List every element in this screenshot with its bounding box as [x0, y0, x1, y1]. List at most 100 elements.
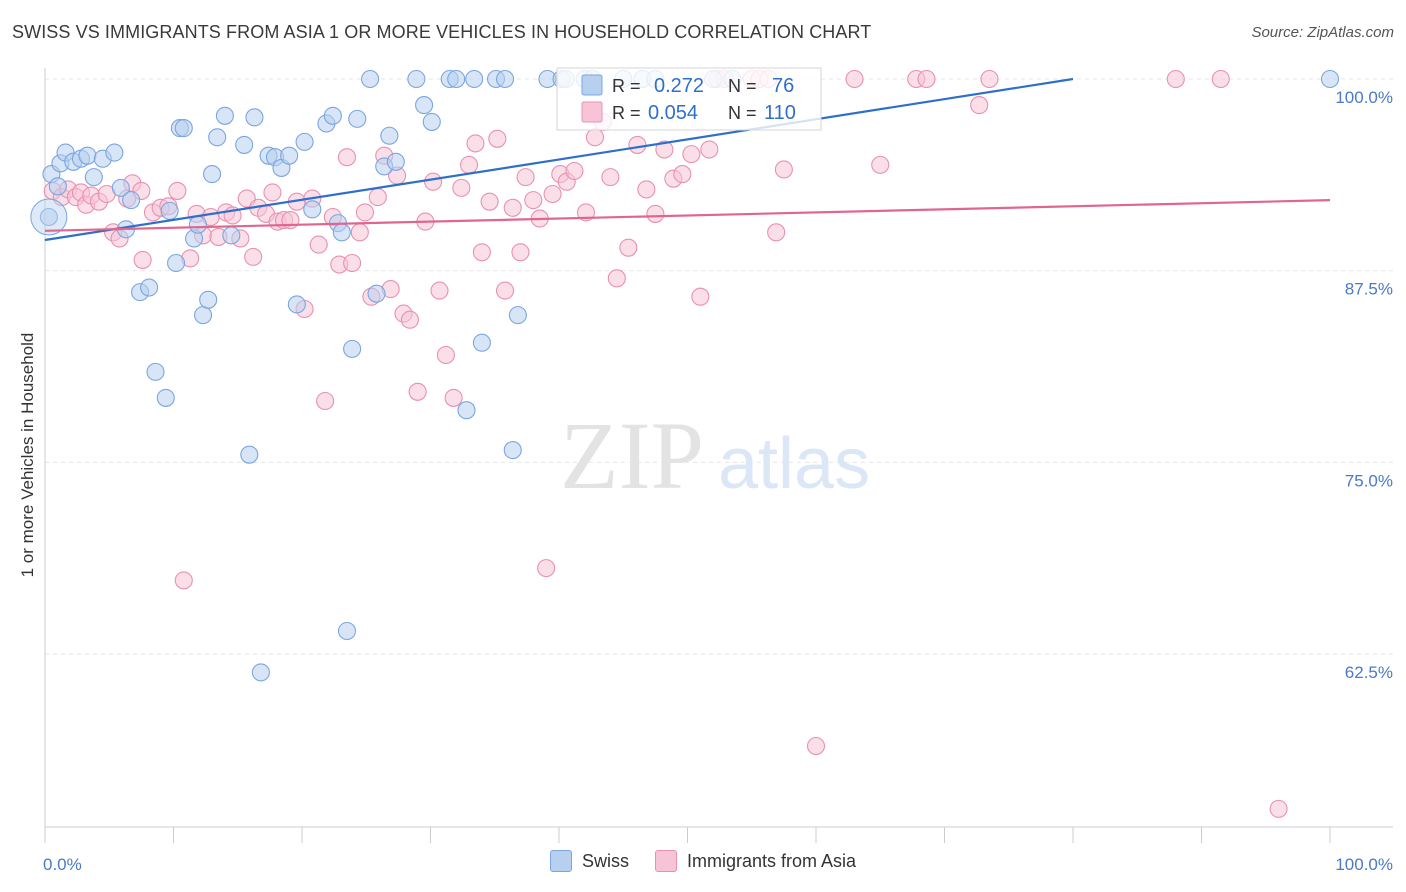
legend-label-immigrants-from-asia: Immigrants from Asia — [686, 850, 857, 871]
legend-n-value-swiss: 76 — [772, 75, 794, 97]
swiss-point — [174, 119, 193, 138]
swiss-point — [287, 295, 306, 314]
swiss-point — [245, 108, 264, 127]
swiss-point — [361, 69, 380, 89]
asia-point — [871, 155, 890, 174]
swiss-point — [386, 152, 405, 171]
legend-r-label-swiss: R = — [612, 76, 641, 96]
axes — [44, 68, 1393, 843]
asia-point — [316, 391, 335, 411]
y-tick-labels: 62.5% 75.0% 87.5% 100.0% — [1335, 88, 1393, 682]
x-tick-label: 0.0% — [43, 855, 82, 874]
swiss-point — [235, 135, 254, 154]
legend-n-label-asia: N = — [728, 103, 757, 123]
series-immigrants-from-asia — [43, 69, 1288, 818]
asia-point — [576, 203, 596, 222]
swiss-point — [160, 201, 179, 220]
asia-point — [1166, 69, 1185, 89]
asia-point — [244, 247, 263, 266]
legend-swatch-asia — [581, 101, 603, 123]
asia-point — [565, 161, 584, 181]
legend-swatch — [654, 850, 677, 872]
asia-point — [309, 235, 328, 254]
swiss-point — [111, 178, 130, 197]
asia-point — [168, 181, 187, 200]
asia-point — [682, 145, 701, 164]
asia-point — [774, 160, 793, 179]
swiss-point — [323, 106, 342, 125]
asia-point — [400, 310, 419, 329]
asia-point — [700, 140, 719, 159]
swiss-point — [295, 132, 314, 151]
x-tick-labels: 0.0% 100.0% — [43, 855, 1393, 874]
asia-point — [444, 388, 463, 407]
asia-point — [337, 148, 357, 167]
legend-swatch — [549, 850, 572, 872]
swiss-point — [343, 339, 362, 358]
asia-point — [691, 287, 710, 306]
swiss-point — [78, 146, 97, 165]
grid-lines — [45, 78, 1393, 655]
legend-r-label-asia: R = — [612, 103, 641, 123]
swiss-point — [105, 143, 124, 162]
swiss-point — [215, 106, 234, 125]
swiss-point — [503, 441, 522, 460]
swiss-point — [380, 126, 399, 145]
trend-lines — [44, 77, 1331, 242]
asia-point — [970, 96, 989, 115]
swiss-point — [332, 223, 351, 242]
asia-point — [628, 135, 647, 154]
asia-point — [368, 188, 387, 207]
swiss-point — [348, 109, 367, 128]
swiss-point — [1320, 69, 1340, 89]
legend-swatch-swiss — [581, 74, 603, 96]
y-tick-label: 100.0% — [1335, 88, 1393, 107]
x-tick-label: 100.0% — [1335, 855, 1393, 874]
legend-label-swiss: Swiss — [581, 850, 629, 871]
swiss-point — [251, 663, 270, 682]
swiss-point — [146, 362, 165, 381]
swiss-point — [457, 401, 476, 420]
asia-point — [355, 203, 375, 222]
swiss-point — [407, 69, 426, 89]
swiss-point — [222, 226, 241, 245]
asia-point — [263, 183, 282, 202]
swiss-point — [303, 200, 322, 219]
swiss-point — [495, 69, 515, 89]
asia-point — [350, 223, 369, 242]
y-tick-label: 62.5% — [1345, 663, 1393, 682]
swiss-point — [337, 621, 357, 641]
asia-point — [767, 223, 786, 242]
asia-point — [495, 281, 515, 300]
swiss-point — [30, 198, 68, 236]
asia-point — [1211, 69, 1230, 89]
asia-point — [466, 134, 485, 153]
asia-point — [980, 69, 999, 89]
asia-point — [408, 382, 427, 401]
swiss-point — [203, 165, 222, 184]
asia-point — [472, 243, 491, 262]
swiss-point — [39, 207, 58, 227]
watermark-atlas: atlas — [718, 424, 870, 504]
swiss-point — [465, 69, 484, 89]
swiss-point — [122, 191, 141, 210]
asia-point — [655, 140, 674, 159]
asia-point — [524, 191, 543, 210]
legend-n-label-swiss: N = — [728, 76, 757, 96]
stats-legend: R = 0.272 N = 76 R = 0.054 N = 110 — [556, 67, 822, 131]
legend-r-value-swiss: 0.272 — [654, 75, 704, 97]
chart-title: SWISS VS IMMIGRANTS FROM ASIA 1 OR MORE … — [12, 22, 872, 42]
swiss-point — [156, 388, 175, 407]
asia-point — [543, 184, 562, 204]
swiss-point — [472, 333, 491, 352]
swiss-point — [208, 128, 227, 147]
swiss-point — [367, 284, 386, 303]
asia-point — [511, 243, 530, 262]
asia-point — [619, 238, 638, 257]
asia-point — [637, 180, 656, 199]
asia-point — [601, 168, 620, 187]
swiss-point — [188, 215, 207, 234]
series-swiss — [30, 69, 1340, 682]
swiss-point — [84, 168, 103, 187]
